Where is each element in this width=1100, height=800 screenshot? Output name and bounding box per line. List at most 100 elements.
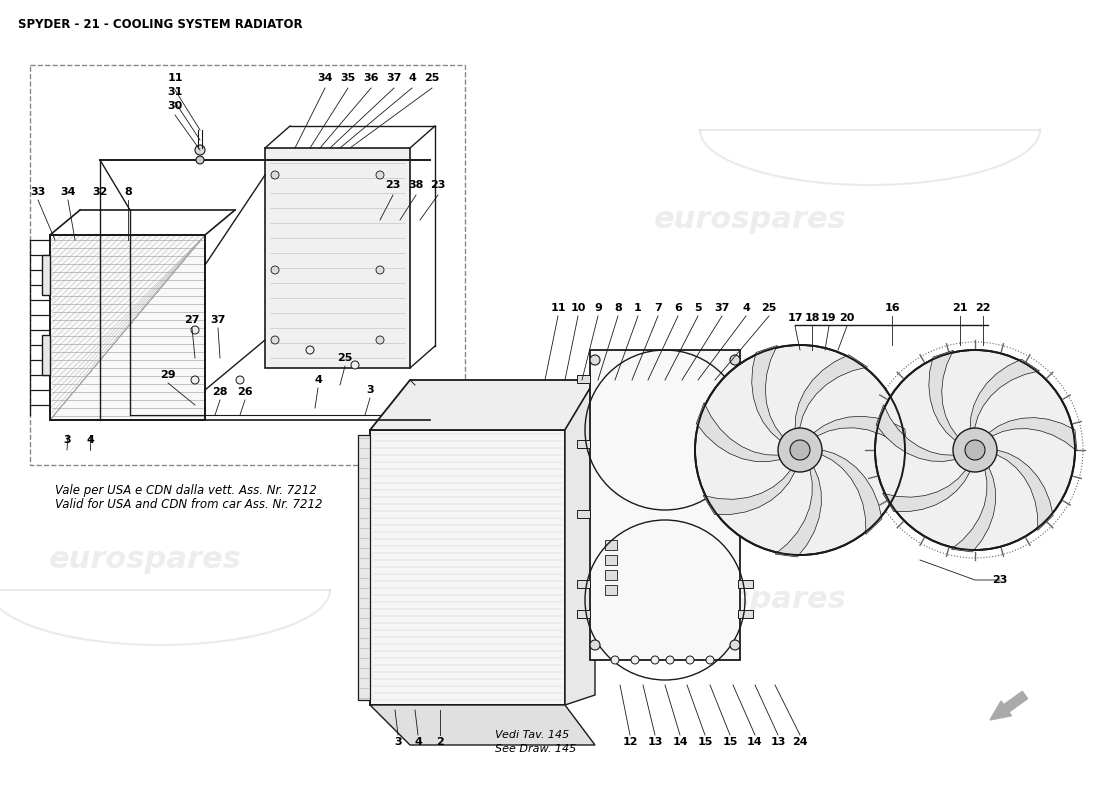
Text: 4: 4: [315, 375, 322, 385]
Text: 3: 3: [63, 435, 70, 445]
Text: 35: 35: [340, 73, 355, 83]
Circle shape: [686, 656, 694, 664]
Polygon shape: [882, 470, 970, 512]
Text: SPYDER - 21 - COOLING SYSTEM RADIATOR: SPYDER - 21 - COOLING SYSTEM RADIATOR: [18, 18, 303, 31]
Bar: [578, 610, 590, 618]
Bar: [370, 430, 565, 705]
Circle shape: [351, 361, 359, 369]
Polygon shape: [970, 359, 1040, 429]
Text: 4: 4: [408, 73, 416, 83]
Text: 38: 38: [408, 180, 424, 190]
Circle shape: [730, 640, 740, 650]
Circle shape: [730, 355, 740, 365]
Bar: [738, 610, 754, 618]
Text: 22: 22: [976, 303, 991, 313]
Text: 14: 14: [747, 737, 762, 747]
Polygon shape: [822, 450, 882, 534]
Text: 36: 36: [363, 73, 378, 83]
Circle shape: [666, 656, 674, 664]
Text: 2: 2: [436, 737, 444, 747]
Text: 12: 12: [623, 737, 638, 747]
Text: 6: 6: [674, 303, 682, 313]
Text: 4: 4: [86, 435, 94, 445]
Circle shape: [271, 171, 279, 179]
Text: 13: 13: [647, 737, 662, 747]
Circle shape: [790, 440, 810, 460]
Text: 24: 24: [792, 737, 807, 747]
Text: 4: 4: [414, 737, 422, 747]
Bar: [605, 555, 617, 565]
Polygon shape: [997, 450, 1053, 530]
Text: 8: 8: [614, 303, 622, 313]
Text: 3: 3: [394, 737, 402, 747]
Circle shape: [376, 336, 384, 344]
Bar: [265, 148, 410, 368]
Bar: [30, 65, 465, 465]
Bar: [738, 440, 754, 448]
Bar: [358, 435, 370, 700]
Circle shape: [651, 656, 659, 664]
Text: See Draw. 145: See Draw. 145: [495, 744, 576, 754]
Circle shape: [590, 640, 600, 650]
Circle shape: [195, 145, 205, 155]
Polygon shape: [703, 470, 795, 514]
Text: Valid for USA and CDN from car Ass. Nr. 7212: Valid for USA and CDN from car Ass. Nr. …: [55, 498, 322, 511]
Text: 28: 28: [212, 387, 228, 397]
Bar: [590, 350, 740, 660]
Circle shape: [778, 428, 822, 472]
Text: 33: 33: [31, 187, 45, 197]
Text: 9: 9: [594, 303, 602, 313]
Text: 29: 29: [161, 370, 176, 380]
Text: 26: 26: [238, 387, 253, 397]
Bar: [50, 235, 205, 420]
Bar: [42, 335, 50, 375]
Text: 18: 18: [804, 313, 820, 323]
Text: 30: 30: [167, 101, 183, 111]
Text: 34: 34: [60, 187, 76, 197]
Polygon shape: [795, 354, 868, 429]
Text: 23: 23: [430, 180, 446, 190]
Circle shape: [196, 156, 204, 164]
Text: 25: 25: [338, 353, 353, 363]
Text: 25: 25: [425, 73, 440, 83]
Bar: [578, 510, 590, 518]
Text: 14: 14: [672, 737, 688, 747]
Text: eurospares: eurospares: [48, 546, 241, 574]
Polygon shape: [877, 405, 955, 462]
Text: 15: 15: [723, 737, 738, 747]
Circle shape: [306, 346, 313, 354]
Text: eurospares: eurospares: [653, 206, 846, 234]
Text: 5: 5: [694, 303, 702, 313]
Polygon shape: [928, 350, 958, 441]
Text: 27: 27: [185, 315, 200, 325]
Bar: [605, 585, 617, 595]
Polygon shape: [696, 402, 780, 462]
Polygon shape: [989, 418, 1077, 451]
Circle shape: [191, 376, 199, 384]
Circle shape: [236, 376, 244, 384]
Circle shape: [965, 440, 985, 460]
Text: 10: 10: [570, 303, 585, 313]
Circle shape: [610, 656, 619, 664]
Polygon shape: [751, 346, 782, 441]
Text: 31: 31: [167, 87, 183, 97]
Polygon shape: [814, 416, 908, 451]
Bar: [42, 255, 50, 295]
Polygon shape: [370, 380, 595, 430]
Text: 11: 11: [550, 303, 565, 313]
Circle shape: [191, 326, 199, 334]
Text: 3: 3: [366, 385, 374, 395]
Text: 11: 11: [167, 73, 183, 83]
Text: 15: 15: [697, 737, 713, 747]
Circle shape: [695, 345, 905, 555]
Text: 1: 1: [634, 303, 642, 313]
Text: 34: 34: [317, 73, 332, 83]
Polygon shape: [370, 705, 595, 745]
Circle shape: [631, 656, 639, 664]
Bar: [738, 580, 754, 588]
Bar: [578, 375, 590, 383]
Circle shape: [590, 355, 600, 365]
Polygon shape: [952, 467, 996, 552]
Circle shape: [706, 656, 714, 664]
Bar: [738, 375, 754, 383]
